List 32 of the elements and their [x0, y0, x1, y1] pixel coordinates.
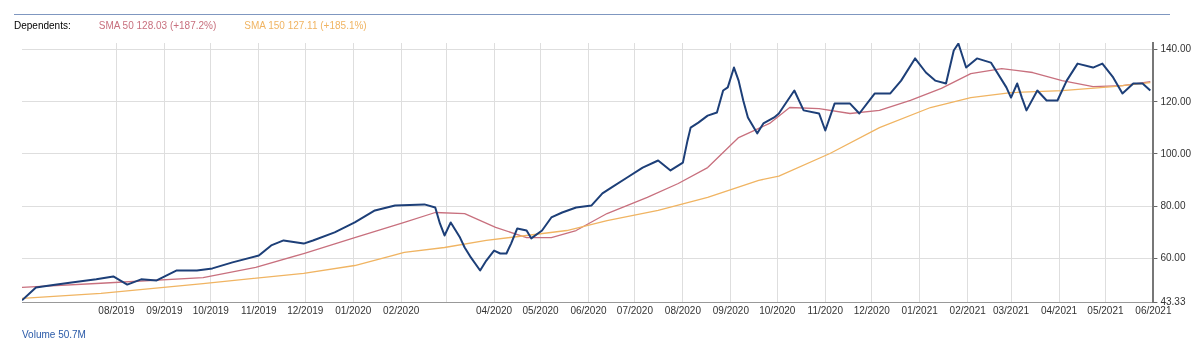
x-tick-label: 12/2019	[287, 304, 324, 316]
y-tick-label: 43.33	[1160, 295, 1186, 307]
y-tick-label: 80.00	[1160, 199, 1186, 211]
x-tick-label: 10/2019	[192, 304, 230, 316]
y-tick-label: 120.00	[1160, 95, 1192, 107]
x-tick-label: 05/2021	[1087, 304, 1124, 316]
x-tick-label: 10/2020	[759, 304, 796, 316]
x-tick-label: 05/2020	[522, 304, 560, 316]
text: Dependents:	[14, 20, 71, 31]
y-tick-label: 100.00	[1160, 147, 1192, 159]
y-tick-label: 140.00	[1160, 43, 1192, 55]
x-tick-label: 04/2020	[475, 304, 513, 316]
x-tick-label: 11/2019	[241, 304, 277, 316]
x-tick-label: 11/2020	[807, 304, 844, 316]
y-tick-label: 60.00	[1160, 252, 1186, 264]
x-tick-label: 04/2021	[1040, 304, 1078, 316]
text: SMA 150 127.11 (+185.1%)	[244, 20, 367, 31]
text: Volume 50.7M	[22, 329, 86, 340]
x-tick-label: 09/2020	[712, 304, 750, 316]
x-tick-label: 03/2021	[992, 304, 1030, 316]
x-tick-label: 02/2020	[383, 304, 420, 316]
x-tick-label: 09/2019	[146, 304, 183, 316]
x-tick-label: 08/2019	[98, 304, 135, 316]
x-tick-label: 06/2021	[1135, 304, 1172, 316]
x-tick-label: 12/2020	[853, 304, 891, 316]
x-tick-label: 08/2020	[664, 304, 702, 316]
x-tick-label: 02/2021	[949, 304, 987, 316]
x-tick-label: 07/2020	[616, 304, 654, 316]
x-tick-label: 06/2020	[570, 304, 607, 316]
x-tick-label: 01/2021	[901, 304, 939, 316]
text: SMA 50 128.03 (+187.2%)	[98, 20, 217, 31]
x-tick-label: 01/2020	[335, 304, 372, 316]
